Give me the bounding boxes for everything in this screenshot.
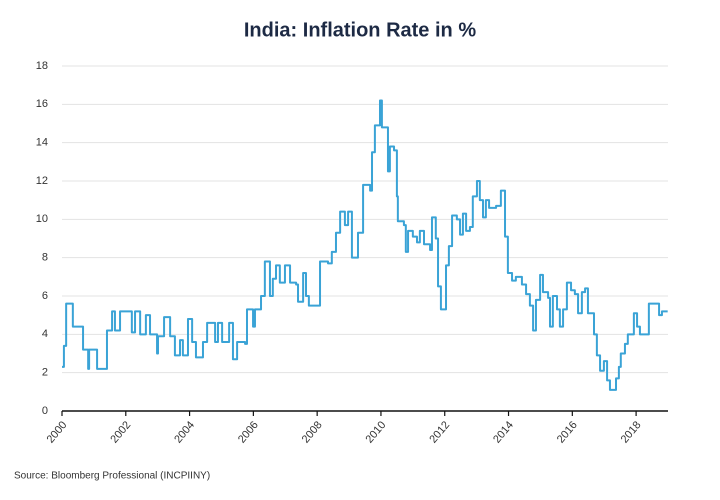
y-tick-label: 2 [42,367,48,379]
y-tick-label: 16 [36,98,48,110]
x-tick-label: 2012 [427,419,452,445]
x-tick-label: 2014 [491,419,516,445]
y-tick-label: 18 [36,60,48,72]
y-tick-label: 10 [36,213,48,225]
y-tick-label: 4 [42,328,48,340]
x-tick-label: 2010 [364,419,389,445]
x-tick-label: 2002 [108,419,133,445]
chart-title: India: Inflation Rate in % [244,19,476,41]
x-tick-label: 2004 [172,419,197,445]
source-note: Source: Bloomberg Professional (INCPIINY… [14,471,210,482]
x-tick-label: 2008 [300,419,325,445]
x-tick-label: 2006 [236,419,261,445]
y-tick-label: 12 [36,175,48,187]
y-tick-label: 6 [42,290,48,302]
x-tick-label: 2000 [45,419,70,445]
y-tick-label: 8 [42,252,48,264]
line-series [62,99,668,391]
y-tick-label: 0 [42,405,48,417]
x-tick-label: 2018 [619,419,644,445]
x-tick-label: 2016 [555,419,580,445]
y-tick-label: 14 [36,137,48,149]
